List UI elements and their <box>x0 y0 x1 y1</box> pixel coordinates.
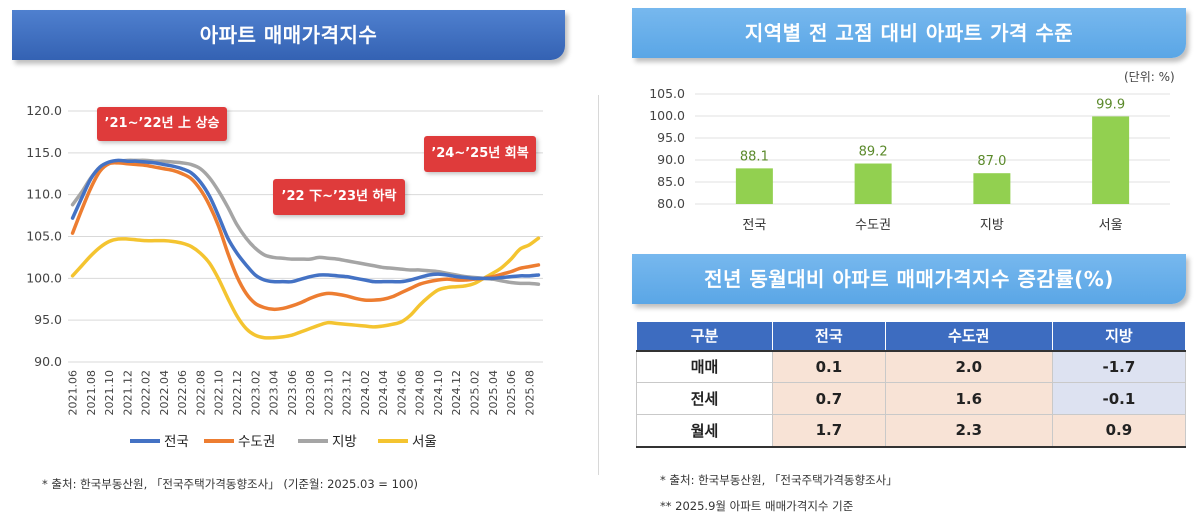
table-header-cell: 전국 <box>772 321 886 352</box>
x-tick-label: 2022.12 <box>231 370 244 416</box>
y-tick-label: 90.0 <box>34 354 62 369</box>
annotation-recovery: ’24~’25년 회복 <box>424 136 536 172</box>
bar-지방 <box>973 173 1011 204</box>
panel-divider <box>598 95 599 475</box>
y-tick-label: 95.0 <box>34 312 62 327</box>
line-chart: 90.0 95.0 100.0 105.0 110.0 115.0 120.0 2021.0… <box>26 103 543 450</box>
x-tick-label: 2021.06 <box>67 370 80 416</box>
y-tick-label: 90.0 <box>657 152 685 167</box>
right-source-footnote: * 출처: 한국부동산원, 「전국주택가격동향조사」 <box>660 473 898 487</box>
bar-chart: 80.0 85.0 90.0 95.0 100.0 105.0 88.1 89.2 87.0 9… <box>649 86 1170 233</box>
series-line-전국 <box>70 158 541 284</box>
x-tick-label: 2022.02 <box>140 370 153 416</box>
table-cell: 0.9 <box>1051 414 1187 448</box>
x-tick-label: 2024.02 <box>359 370 372 416</box>
x-tick-label: 2022.06 <box>176 370 189 416</box>
table-cell: 1.7 <box>772 414 886 448</box>
table-title-banner: 전년 동월대비 아파트 매매가격지수 증감률(%) <box>632 254 1186 304</box>
right-basis-footnote: ** 2025.9월 아파트 매매가격지수 기준 <box>660 499 854 513</box>
x-tick-label: 2023.08 <box>304 370 317 416</box>
legend-label-지방: 지방 <box>332 434 357 450</box>
category-label: 수도권 <box>855 218 891 233</box>
y-tick-label: 80.0 <box>657 196 685 211</box>
x-tick-label: 2025.06 <box>505 370 518 416</box>
x-tick-label: 2023.02 <box>249 370 262 416</box>
table-cell: 1.6 <box>884 382 1053 415</box>
table-header-cell: 지방 <box>1051 321 1187 352</box>
y-tick-label: 85.0 <box>657 174 685 189</box>
x-tick-label: 2021.08 <box>85 370 98 416</box>
x-tick-label: 2023.10 <box>322 370 335 416</box>
data-label: 99.9 <box>1096 97 1125 112</box>
table-row: 전세 0.7 1.6 -0.1 <box>636 382 1187 415</box>
table-header-cell: 구분 <box>636 321 773 352</box>
y-tick-label: 95.0 <box>657 130 685 145</box>
bar-chart-title-banner: 지역별 전 고점 대비 아파트 가격 수준 <box>632 8 1186 58</box>
legend-label-전국: 전국 <box>164 434 189 450</box>
x-tick-label: 2025.02 <box>468 370 481 416</box>
bar-수도권 <box>854 163 892 204</box>
x-tick-label: 2023.12 <box>341 370 354 416</box>
x-tick-label: 2024.06 <box>395 370 408 416</box>
yoy-change-table: 구분 전국 수도권 지방 매매 0.1 2.0 -1.7 전세 0.7 1.6 … <box>636 321 1187 448</box>
x-tick-label: 2024.08 <box>414 370 427 416</box>
table-row-label: 전세 <box>636 382 773 415</box>
x-tick-label: 2025.04 <box>487 370 500 416</box>
x-tick-label: 2025.08 <box>523 370 536 416</box>
data-label: 88.1 <box>740 149 769 164</box>
data-label: 87.0 <box>977 154 1006 169</box>
table-row-label: 월세 <box>636 414 773 448</box>
x-tick-label: 2023.06 <box>286 370 299 416</box>
table-cell: 0.7 <box>772 382 886 415</box>
annotation-fall: ’22 下~’23년 하락 <box>273 179 405 215</box>
table-cell: 2.3 <box>884 414 1053 448</box>
x-tick-label: 2022.08 <box>194 370 207 416</box>
y-tick-label: 100.0 <box>649 108 685 123</box>
table-row: 매매 0.1 2.0 -1.7 <box>636 350 1187 383</box>
x-tick-label: 2023.04 <box>268 370 281 416</box>
table-row: 월세 1.7 2.3 0.9 <box>636 414 1187 448</box>
legend-label-수도권: 수도권 <box>238 434 275 450</box>
bar-서울 <box>1092 116 1130 204</box>
table-header-row: 구분 전국 수도권 지방 <box>636 321 1187 352</box>
data-label: 89.2 <box>859 145 888 160</box>
series-line-수도권 <box>70 161 541 312</box>
table-cell: 0.1 <box>772 350 886 383</box>
y-tick-label: 115.0 <box>26 145 62 160</box>
unit-label: (단위: %) <box>1124 70 1175 84</box>
x-tick-label: 2022.10 <box>213 370 226 416</box>
y-tick-label: 100.0 <box>26 270 62 285</box>
x-tick-label: 2024.10 <box>432 370 445 416</box>
y-tick-label: 105.0 <box>649 86 685 101</box>
series-line-서울 <box>70 236 541 340</box>
x-tick-label: 2021.12 <box>121 370 134 416</box>
x-tick-label: 2022.04 <box>158 370 171 416</box>
line-chart-source-footnote: * 출처: 한국부동산원, 「전국주택가격동향조사」 (기준월: 2025.03… <box>42 477 419 491</box>
table-cell: 2.0 <box>884 350 1053 383</box>
y-tick-label: 120.0 <box>26 103 62 118</box>
x-tick-label: 2024.04 <box>377 370 390 416</box>
category-label: 서울 <box>1099 218 1123 233</box>
table-header-cell: 수도권 <box>884 321 1053 352</box>
line-chart-title-banner: 아파트 매매가격지수 <box>12 10 565 60</box>
x-tick-label: 2024.12 <box>450 370 463 416</box>
x-tick-label: 2021.10 <box>103 370 116 416</box>
y-tick-label: 110.0 <box>26 187 62 202</box>
bar-전국 <box>735 168 773 204</box>
legend-label-서울: 서울 <box>412 434 437 450</box>
annotation-rise: ’21~’22년 上 상승 <box>97 107 227 141</box>
category-label: 지방 <box>980 218 1004 233</box>
category-label: 전국 <box>742 218 766 233</box>
table-cell: -1.7 <box>1051 350 1187 383</box>
y-tick-label: 105.0 <box>26 229 62 244</box>
table-row-label: 매매 <box>636 350 773 383</box>
table-cell: -0.1 <box>1051 382 1187 415</box>
